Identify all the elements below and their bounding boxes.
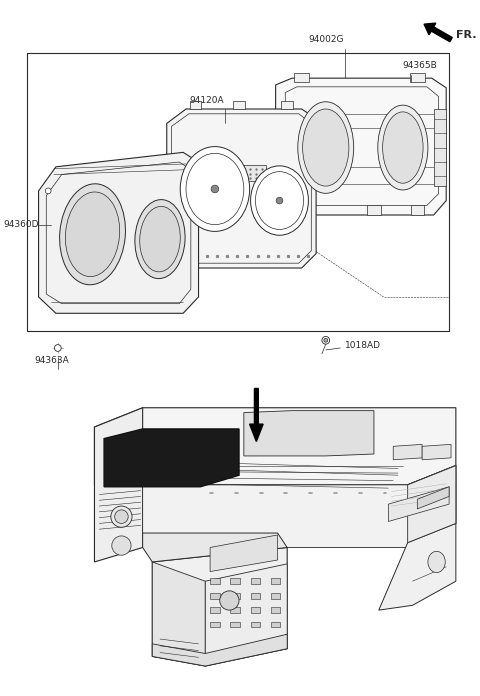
Ellipse shape (251, 166, 309, 235)
Ellipse shape (135, 200, 185, 278)
Ellipse shape (112, 536, 131, 555)
Ellipse shape (140, 206, 180, 272)
Polygon shape (417, 487, 449, 509)
Polygon shape (271, 578, 280, 584)
Polygon shape (410, 205, 424, 215)
Polygon shape (167, 109, 316, 268)
Polygon shape (152, 634, 287, 666)
Ellipse shape (302, 109, 349, 186)
Polygon shape (210, 593, 220, 599)
Polygon shape (422, 444, 451, 460)
Polygon shape (388, 487, 449, 521)
Ellipse shape (428, 551, 445, 573)
Polygon shape (95, 408, 143, 562)
Text: 1018AD: 1018AD (345, 340, 381, 349)
Polygon shape (251, 578, 260, 584)
Ellipse shape (45, 188, 51, 193)
Polygon shape (230, 578, 240, 584)
Polygon shape (205, 564, 287, 666)
Polygon shape (233, 102, 245, 109)
Polygon shape (408, 466, 456, 543)
Text: 94002G: 94002G (308, 35, 344, 45)
Polygon shape (244, 411, 374, 456)
FancyArrow shape (250, 388, 263, 441)
Ellipse shape (115, 510, 128, 523)
Polygon shape (251, 607, 260, 613)
Polygon shape (434, 109, 446, 186)
Ellipse shape (60, 184, 125, 285)
Polygon shape (152, 548, 287, 666)
Polygon shape (228, 165, 266, 181)
Text: 94365B: 94365B (403, 61, 438, 70)
Ellipse shape (220, 591, 239, 610)
Polygon shape (409, 73, 425, 82)
Polygon shape (210, 607, 220, 613)
Polygon shape (230, 622, 240, 628)
Ellipse shape (180, 147, 250, 231)
Polygon shape (271, 593, 280, 599)
Ellipse shape (111, 506, 132, 528)
Ellipse shape (54, 345, 61, 351)
Polygon shape (104, 429, 239, 487)
Polygon shape (251, 593, 260, 599)
Polygon shape (143, 533, 287, 562)
Ellipse shape (298, 102, 354, 193)
Polygon shape (152, 562, 205, 666)
Polygon shape (210, 578, 220, 584)
Ellipse shape (65, 192, 120, 276)
Polygon shape (271, 622, 280, 628)
Polygon shape (408, 466, 456, 543)
Polygon shape (190, 102, 202, 109)
Polygon shape (367, 205, 381, 215)
Polygon shape (143, 466, 456, 548)
Polygon shape (271, 607, 280, 613)
Text: 94120A: 94120A (189, 96, 224, 105)
Polygon shape (210, 535, 277, 571)
Ellipse shape (383, 112, 423, 183)
Text: FR.: FR. (456, 30, 476, 40)
Text: 94363A: 94363A (35, 356, 70, 365)
Polygon shape (393, 444, 422, 460)
Polygon shape (276, 78, 446, 215)
Polygon shape (281, 102, 293, 109)
Polygon shape (295, 205, 309, 215)
Ellipse shape (324, 338, 328, 342)
FancyArrow shape (424, 23, 452, 42)
Polygon shape (210, 622, 220, 628)
Polygon shape (38, 152, 199, 313)
Ellipse shape (276, 197, 283, 204)
Polygon shape (251, 622, 260, 628)
Polygon shape (294, 73, 310, 82)
Ellipse shape (378, 105, 428, 190)
Polygon shape (230, 593, 240, 599)
Ellipse shape (322, 336, 330, 344)
Polygon shape (379, 523, 456, 610)
Polygon shape (95, 408, 456, 485)
Polygon shape (230, 607, 240, 613)
Ellipse shape (211, 185, 219, 193)
Text: 94360D: 94360D (3, 220, 38, 229)
